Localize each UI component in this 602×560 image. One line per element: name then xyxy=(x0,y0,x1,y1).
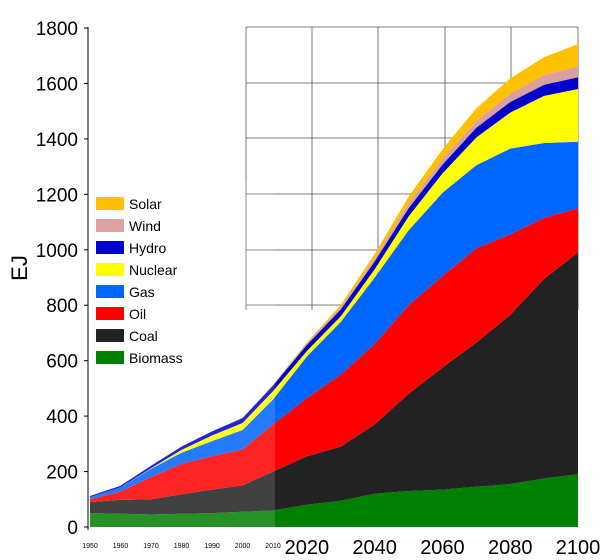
x-tick-label-minor: 1980 xyxy=(174,543,190,550)
y-tick-label: 1200 xyxy=(36,185,78,206)
legend-label-coal: Coal xyxy=(129,328,158,344)
area-oil xyxy=(90,208,578,503)
x-tick-label-major: 2100 xyxy=(556,537,601,559)
legend-swatch-solar xyxy=(96,197,124,210)
legend-swatch-wind xyxy=(96,219,124,232)
legend-swatch-nuclear xyxy=(96,263,124,276)
y-tick-label: 400 xyxy=(46,407,78,428)
x-tick-label-major: 2060 xyxy=(420,537,465,559)
y-tick-label: 800 xyxy=(46,296,78,317)
legend-swatch-hydro xyxy=(96,241,124,254)
x-tick-label-minor: 1950 xyxy=(82,543,98,550)
y-tick-label: 1000 xyxy=(36,241,78,262)
legend-label-hydro: Hydro xyxy=(129,240,167,256)
x-tick-label-minor: 1990 xyxy=(204,543,220,550)
legend-swatch-oil xyxy=(96,307,124,320)
x-tick-label-major: 2080 xyxy=(488,537,533,559)
legend-label-oil: Oil xyxy=(129,306,146,322)
y-tick-label: 200 xyxy=(46,463,78,484)
y-tick-label: 0 xyxy=(67,518,78,539)
y-axis-ticks: 0 200 400 600 800 1000 1200 1400 1600 1800 xyxy=(36,19,88,539)
area-nuclear xyxy=(90,89,578,498)
legend-label-gas: Gas xyxy=(129,284,155,300)
y-tick-label: 1800 xyxy=(36,19,78,40)
x-tick-label-minor: 2010 xyxy=(265,543,281,550)
plot-areas xyxy=(90,44,578,527)
x-tick-label-major: 2020 xyxy=(285,537,330,559)
legend-label-biomass: Biomass xyxy=(129,350,183,366)
x-axis-ticks: 1950 1960 1970 1980 1990 2000 2010 2020 2040 2060… xyxy=(82,537,600,559)
area-biomass xyxy=(90,474,578,527)
x-tick-label-major: 2040 xyxy=(352,537,397,559)
legend: Solar Wind Hydro Nuclear Gas Oil Coal Biomass xyxy=(96,196,183,366)
x-tick-label-minor: 1970 xyxy=(143,543,159,550)
y-axis-label: EJ xyxy=(7,255,32,281)
y-tick-label: 600 xyxy=(46,352,78,373)
y-tick-label: 1600 xyxy=(36,74,78,95)
legend-swatch-biomass xyxy=(96,351,124,364)
x-tick-label-minor: 1960 xyxy=(113,543,129,550)
legend-label-solar: Solar xyxy=(129,196,162,212)
legend-swatch-coal xyxy=(96,329,124,342)
legend-swatch-gas xyxy=(96,285,124,298)
y-tick-label: 1400 xyxy=(36,130,78,151)
legend-label-wind: Wind xyxy=(129,218,161,234)
legend-label-nuclear: Nuclear xyxy=(129,262,178,278)
area-coal xyxy=(90,252,578,515)
area-gas xyxy=(90,141,578,500)
x-tick-label-minor: 2000 xyxy=(235,543,251,550)
